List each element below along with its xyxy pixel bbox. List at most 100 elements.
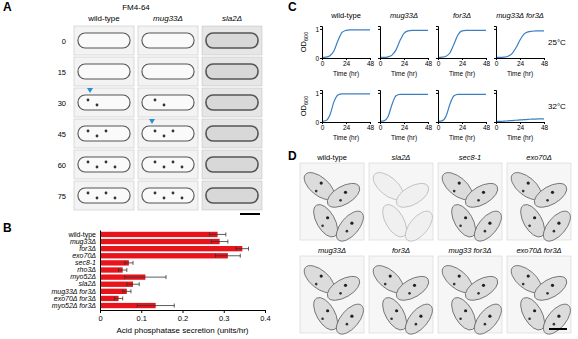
- tick-label: 24: [517, 124, 525, 131]
- endosome: [87, 192, 90, 195]
- vesicle: [553, 323, 556, 326]
- vesicle: [458, 275, 461, 278]
- axis-line: [436, 91, 439, 123]
- endosome: [87, 130, 90, 133]
- error-cap: [126, 268, 127, 272]
- vesicle: [346, 230, 349, 233]
- tick-label: 24: [401, 124, 409, 131]
- tick: 0: [98, 310, 102, 323]
- axis-line: [100, 231, 101, 311]
- growth-curve: [380, 30, 428, 57]
- error-line: [209, 234, 226, 235]
- time-label: 45: [58, 130, 66, 139]
- vesicle: [344, 284, 347, 287]
- axis: 01: [315, 89, 322, 125]
- scale-bar: [240, 213, 260, 215]
- tick: rho3Δ: [77, 266, 96, 273]
- tick-label: 0: [379, 60, 383, 67]
- error-bar: [211, 240, 228, 244]
- error-cap: [124, 275, 125, 279]
- axis-title: Time (hr): [391, 134, 417, 142]
- vesicle: [551, 191, 554, 194]
- error-cap: [211, 240, 212, 244]
- cell: [530, 179, 570, 213]
- axis: 02448: [437, 122, 491, 131]
- axis: [378, 91, 381, 123]
- micrograph: [74, 26, 134, 55]
- cell: [530, 272, 570, 306]
- tick: 24: [401, 122, 409, 131]
- axis: [494, 91, 497, 123]
- tick: 24: [517, 122, 525, 131]
- tick: 0: [379, 58, 383, 67]
- time-label: 15: [58, 68, 66, 77]
- growth-curve: [496, 119, 544, 122]
- tick: 0: [321, 58, 325, 67]
- tick: sec8-1: [75, 259, 96, 266]
- bars: [100, 232, 249, 308]
- vesicle: [546, 292, 549, 295]
- tick-label: 24: [459, 60, 467, 67]
- error-cap: [126, 282, 127, 286]
- growth-curve: [380, 94, 428, 121]
- tick: 48: [483, 58, 491, 67]
- tick: 0: [495, 122, 499, 131]
- error-cap: [139, 282, 140, 286]
- error-cap: [124, 261, 125, 265]
- tick-mark: [141, 310, 142, 313]
- vesicle: [390, 317, 393, 320]
- tick: [494, 93, 496, 94]
- tick: 24: [401, 58, 409, 67]
- error-line: [236, 248, 248, 249]
- endosome: [154, 130, 157, 133]
- tick-label: 0: [321, 60, 325, 67]
- tick: 48: [425, 58, 433, 67]
- vesicle: [395, 309, 398, 312]
- tick-label: 0: [437, 60, 441, 67]
- vesicle: [350, 315, 353, 318]
- arrowhead: [149, 119, 155, 124]
- tick-label: 0: [495, 60, 499, 67]
- error-cap: [209, 232, 210, 236]
- cell-outline: [206, 188, 258, 203]
- tick-mark: [494, 58, 496, 59]
- plot-area: [380, 30, 428, 57]
- tick: 1: [315, 25, 322, 32]
- endosome: [172, 130, 175, 133]
- axis-title: Time (hr): [333, 134, 359, 142]
- chart-title: mug33Δ for3Δ: [496, 11, 544, 20]
- error-cap: [225, 232, 226, 236]
- micrograph: [74, 57, 134, 86]
- axis-line: [378, 91, 381, 123]
- error-cap: [174, 304, 175, 308]
- endosome: [154, 161, 157, 164]
- cell: [392, 272, 432, 306]
- cell: [323, 179, 363, 213]
- vesicle: [464, 309, 467, 312]
- vesicle: [326, 216, 329, 219]
- tick-label: 48: [425, 60, 433, 67]
- vesicle: [528, 224, 531, 227]
- tick-label: 48: [541, 124, 549, 131]
- cell-outline: [142, 64, 194, 79]
- tick: 0: [321, 122, 325, 131]
- error-bar: [125, 275, 166, 279]
- tick-label: rho3Δ: [77, 266, 96, 273]
- tick: 24: [517, 58, 525, 67]
- tick-label: for3Δ: [79, 245, 96, 252]
- label-part: OD: [299, 104, 308, 116]
- endosome: [96, 104, 99, 107]
- tick-label: 24: [401, 60, 409, 67]
- axis-title: OD600: [299, 32, 309, 52]
- cell: [461, 272, 501, 306]
- tick: sla2Δ: [78, 280, 96, 287]
- micrograph: [202, 119, 262, 148]
- vesicle: [344, 191, 347, 194]
- cell-outline: [78, 95, 130, 110]
- axis-line: [320, 27, 323, 59]
- tick: 0.1: [137, 310, 147, 323]
- vesicle: [389, 275, 392, 278]
- error-line: [123, 291, 131, 292]
- vesicle: [315, 283, 318, 286]
- micrograph: [202, 88, 262, 117]
